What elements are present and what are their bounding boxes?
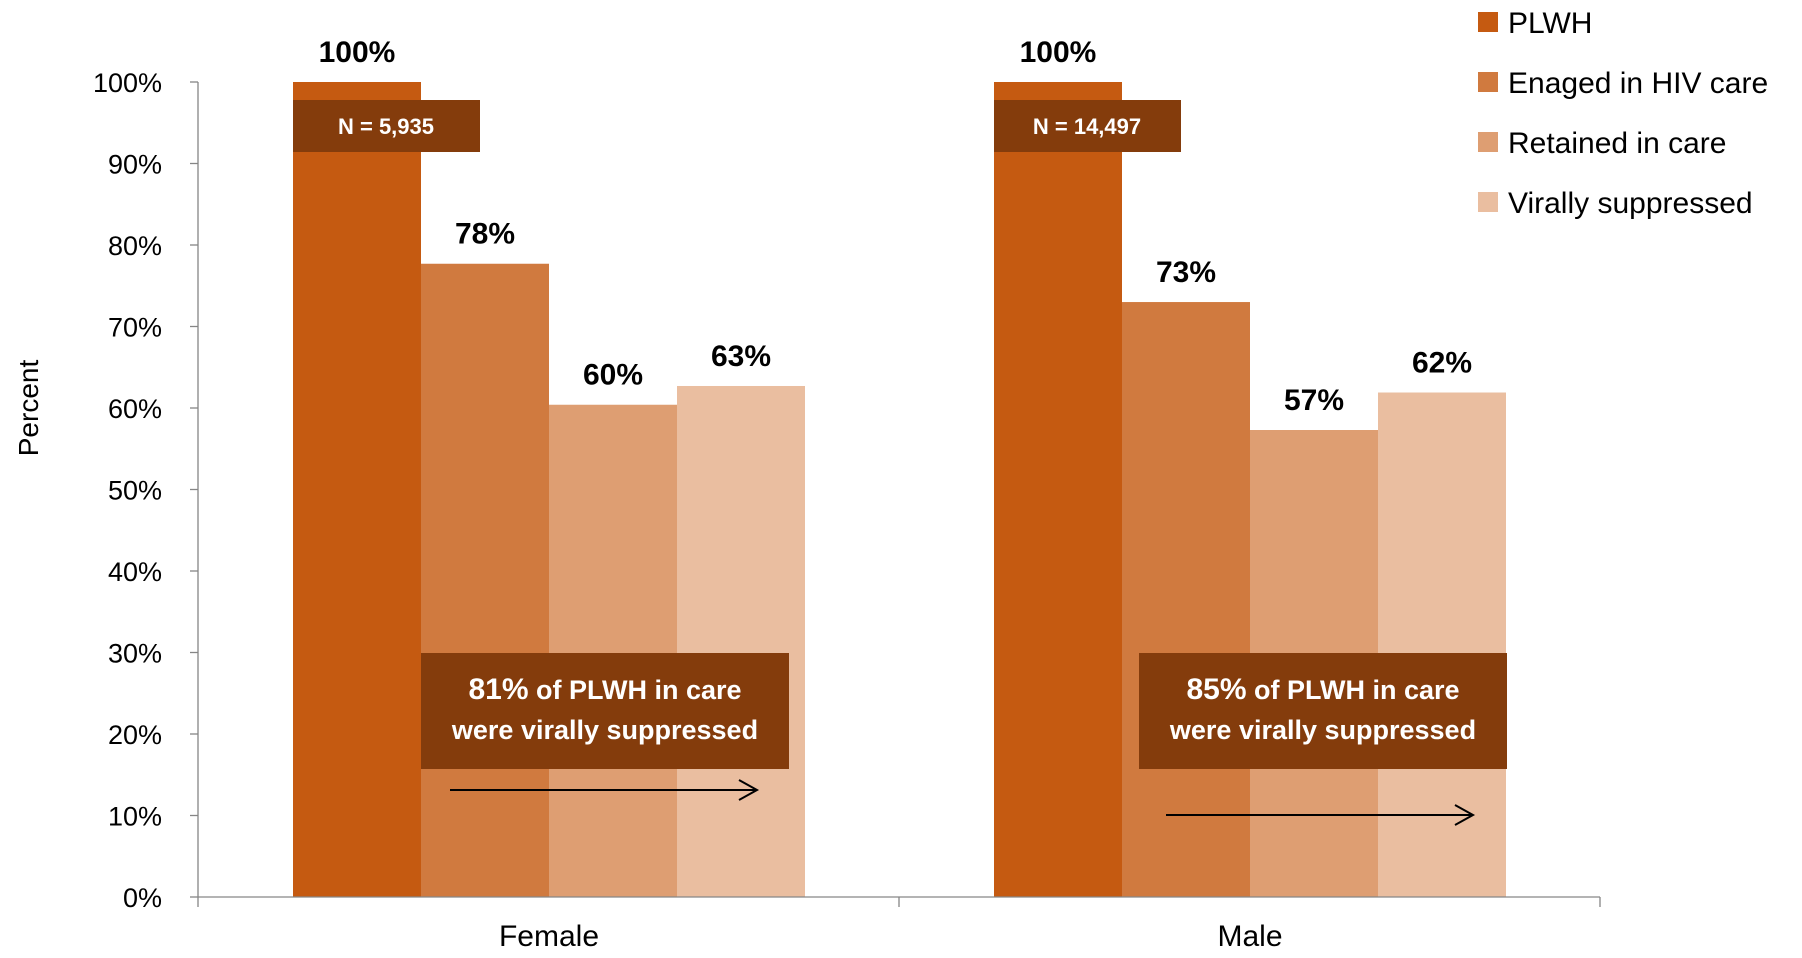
bar [549,404,677,897]
legend-label: PLWH [1508,7,1592,40]
n-boxes: N = 5,935 N = 14,497 [293,100,1181,152]
y-tick-label: 40% [108,557,162,587]
n-box-label: N = 5,935 [338,114,434,139]
annotation-line-1: 81% of PLWH in care [468,673,741,706]
legend-label: Enaged in HIV care [1508,67,1768,100]
annotation-box [1139,653,1507,769]
bar-data-label: 78% [455,218,515,251]
legend-swatch [1478,192,1498,212]
y-axis-ticks: 0% 10% 20% 30% 40% 50% 60% 70% 80% 90% 100% [93,68,198,913]
y-tick-label: 30% [108,639,162,669]
bar [421,263,549,897]
bar-data-label: 100% [1020,36,1097,69]
annotation-line-1: 85% of PLWH in care [1186,673,1459,706]
category-label: Female [499,920,599,953]
legend-swatch [1478,132,1498,152]
bar-data-label: 100% [319,36,396,69]
bars [293,82,1506,897]
bar [293,82,421,897]
y-tick-label: 100% [93,68,162,98]
legend-label: Retained in care [1508,127,1726,160]
y-tick-label: 0% [123,883,162,913]
bar [1378,392,1506,897]
annotation-boxes: 81% of PLWH in care were virally suppress… [421,653,1507,826]
legend-label: Virally suppressed [1508,187,1753,220]
bar-data-label: 57% [1284,384,1344,417]
annotation-text: of PLWH in care [529,675,742,705]
bar-data-label: 63% [711,340,771,373]
annotation-line-2: were virally suppressed [1169,715,1476,745]
bar-data-label: 60% [583,359,643,392]
category-labels: Female Male [499,920,1283,953]
annotation-line-2: were virally suppressed [451,715,758,745]
y-tick-label: 10% [108,802,162,832]
legend-swatch [1478,12,1498,32]
data-labels: 100% 78% 60% 63% 100% 73% 57% 62% [319,36,1472,417]
y-tick-label: 50% [108,476,162,506]
arrow-head [738,779,760,801]
annotation-highlight: 81% [468,673,528,706]
bar [1122,302,1250,897]
y-axis-label: Percent [13,360,44,457]
category-label: Male [1217,920,1282,953]
axes [197,82,1601,907]
y-tick-label: 70% [108,313,162,343]
y-tick-label: 80% [108,231,162,261]
annotation-box [421,653,789,769]
bar-data-label: 62% [1412,347,1472,380]
n-box [994,100,1181,152]
n-box-label: N = 14,497 [1033,114,1141,139]
annotation-highlight: 85% [1186,673,1246,706]
annotation-text: of PLWH in care [1247,675,1460,705]
arrow-head [1454,804,1476,826]
y-tick-label: 20% [108,720,162,750]
legend-swatch [1478,72,1498,92]
bar [994,82,1122,897]
bar [677,385,805,897]
bar-data-label: 73% [1156,256,1216,289]
n-box [293,100,480,152]
y-tick-label: 90% [108,150,162,180]
y-tick-label: 60% [108,394,162,424]
legend: PLWH Enaged in HIV care Retained in care Vi… [1478,7,1768,220]
